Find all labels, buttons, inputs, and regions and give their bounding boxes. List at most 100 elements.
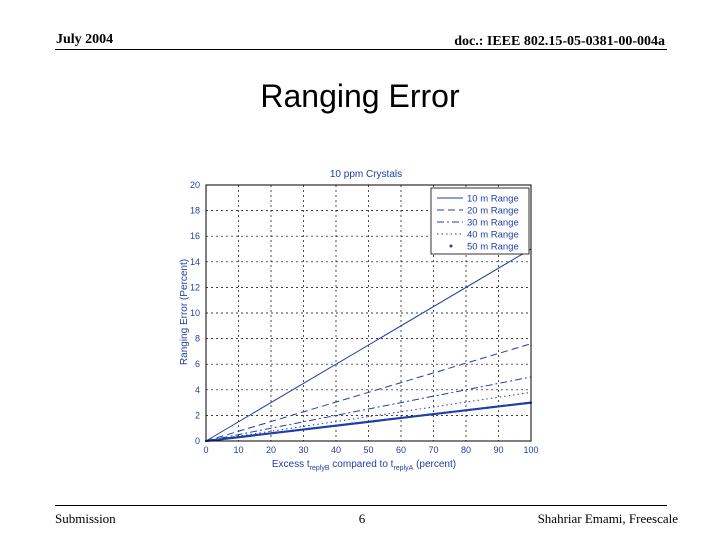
series-point-5: [345, 423, 348, 426]
x-label-suffix: (percent): [413, 459, 456, 470]
series-point-5: [513, 403, 516, 406]
series-point-5: [237, 436, 240, 439]
series-point-5: [231, 436, 235, 439]
slide-title: Ranging Error: [260, 78, 460, 114]
series-point-5: [383, 418, 386, 421]
x-tick-label: 0: [203, 445, 208, 455]
y-tick-label: 14: [190, 257, 200, 267]
series-point-5: [329, 425, 332, 428]
series-point-5: [508, 404, 511, 407]
legend-label: 20 m Range: [467, 206, 519, 217]
series-point-5: [324, 425, 327, 429]
x-label-sub2: replyA: [393, 465, 413, 472]
y-tick-label: 10: [190, 308, 200, 318]
footer-rule: [55, 505, 667, 506]
series-point-5: [340, 423, 343, 427]
series-point-5: [269, 432, 273, 435]
series-point-5: [394, 417, 397, 420]
series-point-5: [464, 409, 468, 412]
chart-title: 10 ppm Crystals: [330, 169, 402, 180]
x-tick-label: 100: [523, 445, 538, 455]
x-label-middle: compared to t: [330, 459, 394, 470]
series-point-5: [318, 426, 321, 429]
y-tick-label: 20: [190, 180, 200, 190]
series-point-5: [296, 429, 300, 432]
series-line-4: [205, 391, 532, 442]
series-point-5: [372, 420, 376, 423]
x-tick-label: 30: [298, 445, 308, 455]
x-axis-label: Excess treplyB compared to treplyA (perc…: [272, 459, 456, 472]
x-tick-label: 10: [233, 445, 243, 455]
series-point-5: [491, 405, 495, 409]
x-tick-label: 70: [428, 445, 438, 455]
series-point-5: [280, 430, 283, 434]
series-point-5: [313, 427, 316, 430]
series-line-3: [205, 376, 532, 442]
y-axis-label: Ranging Error (Percent): [179, 259, 190, 365]
series-point-5: [307, 427, 311, 430]
series-point-5: [486, 406, 489, 409]
legend-box: [430, 187, 530, 255]
y-tick-label: 2: [195, 410, 200, 420]
y-tick-label: 4: [195, 385, 200, 395]
series-point-5: [389, 418, 392, 421]
series-point-5: [275, 431, 278, 434]
series-point-5: [426, 413, 430, 416]
series-point-5: [502, 404, 506, 407]
x-tick-label: 80: [461, 445, 471, 455]
y-tick-label: 12: [190, 282, 200, 292]
series-point-5: [437, 412, 441, 415]
series-point-5: [242, 435, 246, 438]
series-point-5: [361, 421, 365, 424]
series-line-1: [205, 248, 532, 442]
series-point-5: [286, 430, 289, 433]
series-point-5: [351, 422, 354, 425]
chart-series-group: [204, 248, 533, 443]
series-point-5: [405, 416, 408, 419]
series-point-5: [253, 434, 256, 437]
series-point-5: [416, 414, 419, 418]
series-point-5: [334, 424, 338, 427]
chart-ticks: 0 10 20 30 40 50 60 70 80 90 100 0 2 4 6 8 10 12 14 16 18 20: [190, 180, 539, 455]
series-line-2: [205, 343, 532, 442]
series-point-5: [215, 438, 218, 441]
x-tick-label: 60: [396, 445, 406, 455]
series-point-5: [475, 407, 478, 411]
series-point-5: [432, 413, 435, 416]
legend-label: 10 m Range: [467, 194, 519, 205]
y-tick-label: 16: [190, 231, 200, 241]
header-doc-id: doc.: IEEE 802.15-05-0381-00-004a: [454, 34, 665, 49]
footer-page-number: 6: [358, 511, 366, 526]
footer-author: Shahriar Emami, Freescale: [537, 511, 678, 526]
series-point-5: [524, 402, 527, 405]
series-point-5: [481, 407, 484, 410]
x-label-sub1: replyB: [310, 465, 330, 472]
series-point-5: [378, 419, 381, 422]
series-point-5: [497, 405, 500, 408]
series-point-5: [367, 420, 370, 423]
y-tick-label: 0: [195, 436, 200, 446]
series-point-5: [454, 410, 457, 413]
y-tick-label: 8: [195, 334, 200, 344]
series-point-5: [399, 416, 403, 420]
series-point-5: [421, 414, 424, 417]
legend-label: 40 m Range: [467, 230, 519, 241]
x-tick-label: 40: [331, 445, 341, 455]
footer-submission: Submission: [55, 511, 116, 526]
plot-frame: [205, 184, 532, 442]
series-point-5: [459, 409, 462, 413]
x-label-prefix: Excess t: [272, 459, 310, 470]
series-point-5: [410, 415, 413, 418]
series-point-5: [302, 428, 305, 431]
series-point-5: [448, 411, 451, 414]
legend-swatch: [449, 244, 453, 248]
series-point-5: [259, 433, 262, 436]
y-tick-label: 6: [195, 359, 200, 369]
series-point-5: [519, 402, 522, 405]
legend-label: 50 m Range: [467, 242, 519, 253]
header-date: July 2004: [56, 32, 114, 47]
series-point-5: [264, 432, 267, 436]
series-point-5: [291, 429, 294, 432]
